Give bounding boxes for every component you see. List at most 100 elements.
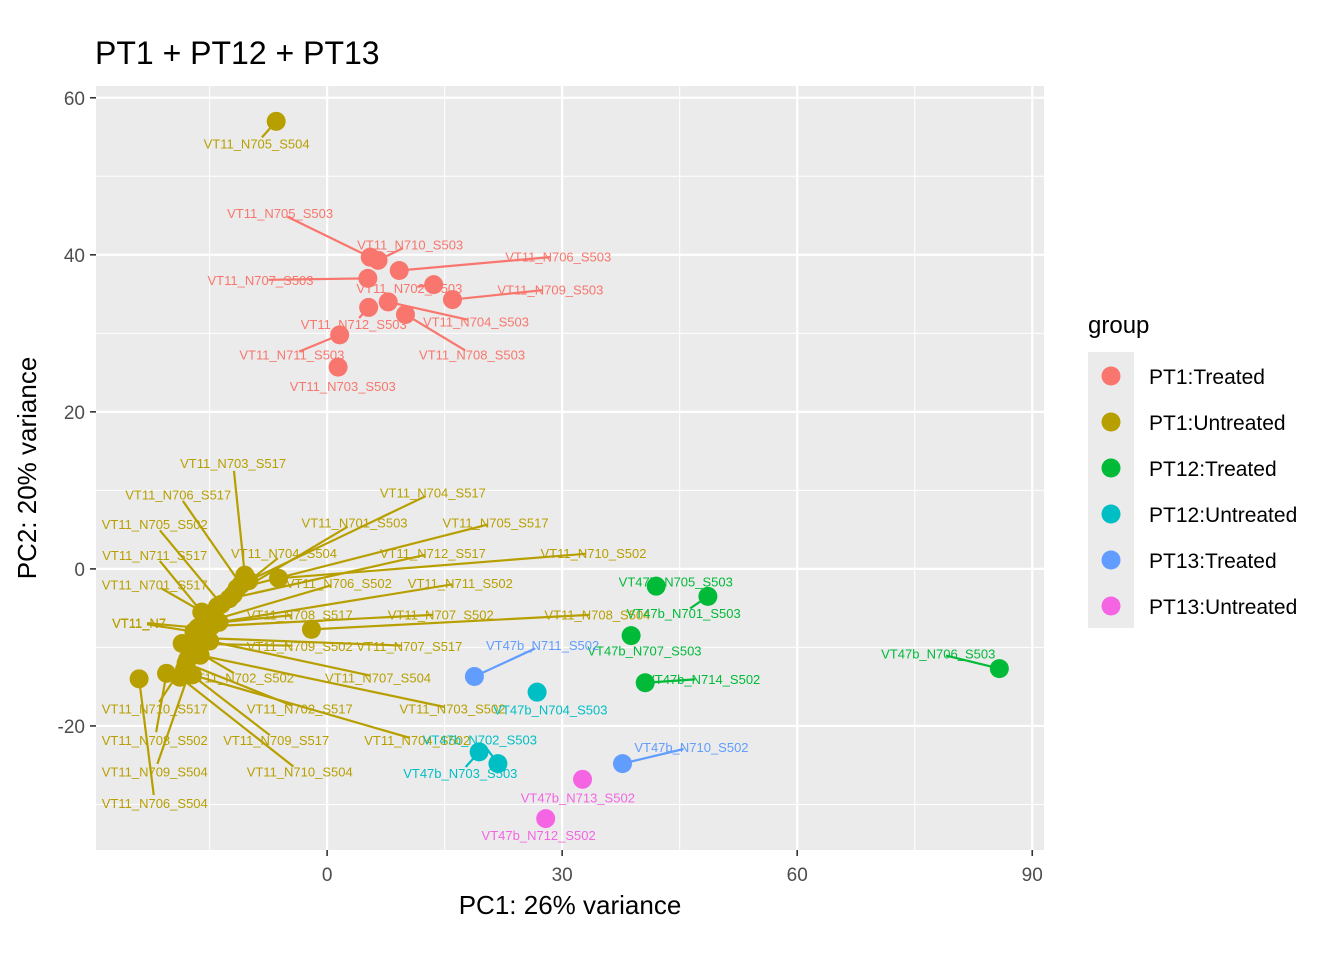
point-label: VT11_N705_S517 bbox=[443, 516, 549, 531]
data-point bbox=[219, 589, 239, 609]
legend-key bbox=[1101, 596, 1121, 616]
x-tick-label: 0 bbox=[322, 865, 333, 886]
point-label: VT11_N703_S517 bbox=[180, 456, 286, 471]
grid-lines bbox=[96, 86, 1044, 850]
point-label: VT11_N702_S517 bbox=[247, 702, 353, 717]
label-leader-line bbox=[248, 495, 427, 582]
x-tick-label: 30 bbox=[552, 865, 573, 886]
point-labels: VT11_N705_S504 VT11_N705_S503 VT11_N710_S5… bbox=[102, 136, 996, 843]
label-leader-line bbox=[155, 673, 168, 733]
data-point bbox=[190, 645, 210, 665]
point-label: VT47b_N701_S503 bbox=[627, 606, 741, 621]
point-label: VT47b_N711_S502 bbox=[486, 638, 599, 653]
point-label: VT11_N709_S504 bbox=[102, 764, 208, 779]
legend-key bbox=[1101, 412, 1121, 432]
chart-title: PT1 + PT12 + PT13 bbox=[95, 35, 380, 71]
data-point bbox=[621, 626, 641, 646]
y-tick-label: -20 bbox=[58, 717, 85, 738]
label-leader-line bbox=[404, 313, 466, 352]
y-tick-label: 20 bbox=[64, 403, 85, 424]
point-label: VT11_N701_S517 bbox=[102, 578, 208, 593]
point-label: VT47b_N714_S502 bbox=[646, 672, 760, 687]
label-leader-line bbox=[452, 289, 543, 301]
point-label: VT47b_N713_S502 bbox=[521, 790, 635, 805]
legend-entry: PT13:Treated bbox=[1149, 550, 1277, 573]
legend-key bbox=[1101, 550, 1121, 570]
x-tick-label: 60 bbox=[787, 865, 808, 886]
data-point bbox=[488, 754, 508, 774]
point-label: VT11_N706_S502 bbox=[286, 576, 392, 591]
y-tick-label: 40 bbox=[64, 246, 85, 267]
data-point bbox=[389, 261, 409, 281]
point-label: VT11_N711_S517 bbox=[102, 548, 207, 563]
legend-entry: PT12:Untreated bbox=[1149, 504, 1297, 527]
point-label: VT11_N708_S504 bbox=[544, 607, 650, 622]
point-label: VT11_N710_S504 bbox=[247, 764, 353, 779]
point-label: VT47b_N705_S503 bbox=[619, 574, 733, 589]
point-label: VT11_N707_S517 bbox=[356, 639, 462, 654]
data-point bbox=[200, 631, 220, 651]
data-point bbox=[330, 325, 350, 345]
legend-key-background bbox=[1088, 352, 1134, 628]
point-label: VT11_N710_S502 bbox=[540, 546, 646, 561]
point-label: VT11_N7 bbox=[112, 615, 166, 630]
label-leader-line bbox=[209, 640, 371, 677]
legend-key bbox=[1101, 504, 1121, 524]
label-leader-line bbox=[311, 613, 590, 631]
data-point bbox=[170, 667, 190, 687]
label-leader-lines bbox=[137, 120, 1000, 796]
label-leader-line bbox=[179, 676, 295, 768]
data-point bbox=[266, 111, 286, 131]
label-leader-line bbox=[211, 613, 433, 628]
point-label: VT11_N7 bbox=[112, 616, 166, 631]
data-point bbox=[469, 742, 489, 762]
label-leader-line bbox=[228, 553, 426, 600]
label-leader-line bbox=[278, 552, 586, 580]
data-point bbox=[129, 669, 149, 689]
data-point bbox=[359, 297, 379, 317]
data-point bbox=[573, 769, 593, 789]
label-leader-line bbox=[218, 583, 453, 624]
data-point bbox=[612, 754, 632, 774]
y-axis-label: PC2: 20% variance bbox=[12, 357, 42, 580]
data-point bbox=[464, 666, 484, 686]
point-label: VT47b_N707_S503 bbox=[587, 644, 701, 659]
data-point bbox=[368, 250, 388, 270]
legend-title: group bbox=[1088, 312, 1149, 339]
legend-key bbox=[1101, 458, 1121, 478]
point-label: VT11_N708_S517 bbox=[247, 607, 353, 622]
legend: group PT1:Treated PT1:Untreated PT12:Treat… bbox=[1088, 312, 1297, 628]
label-leader-line bbox=[268, 277, 368, 281]
point-label: VT11_N709_S517 bbox=[223, 733, 329, 748]
point-label: VT47b_N710_S502 bbox=[634, 740, 748, 755]
point-label: VT11_N712_S517 bbox=[380, 546, 486, 561]
legend-entry: PT13:Untreated bbox=[1149, 596, 1297, 619]
data-point bbox=[269, 568, 289, 588]
point-label: VT11_N703_S503 bbox=[290, 379, 396, 394]
point-label: VT47b_N704_S503 bbox=[493, 702, 607, 717]
point-label: VT11_N702_S502 bbox=[188, 670, 294, 685]
point-label: VT11_N706_S517 bbox=[125, 487, 231, 502]
data-point bbox=[358, 268, 378, 288]
label-leader-line bbox=[158, 560, 203, 613]
data-point bbox=[301, 619, 321, 639]
point-label: VT47b_N702_S503 bbox=[423, 732, 537, 747]
label-leader-line bbox=[156, 672, 191, 765]
point-label: VT11_N704_S517 bbox=[380, 486, 486, 501]
label-leader-line bbox=[159, 529, 223, 605]
label-leader-line bbox=[399, 256, 551, 272]
data-point bbox=[378, 292, 398, 312]
point-label: VT11_N710_S503 bbox=[357, 238, 463, 253]
label-leader-line bbox=[137, 678, 155, 796]
point-label: VT11_N711_S503 bbox=[239, 348, 344, 363]
point-label: VT11_N704_S502 bbox=[364, 733, 470, 748]
data-point bbox=[536, 809, 556, 829]
data-point bbox=[635, 673, 655, 693]
label-leader-line bbox=[213, 584, 332, 621]
point-label: VT11_N703_S502 bbox=[399, 702, 505, 717]
point-label: VT11_N706_S503 bbox=[505, 249, 611, 264]
legend-key bbox=[1101, 366, 1121, 386]
data-point bbox=[527, 682, 547, 702]
label-leader-line bbox=[201, 636, 402, 647]
data-point bbox=[646, 576, 666, 596]
